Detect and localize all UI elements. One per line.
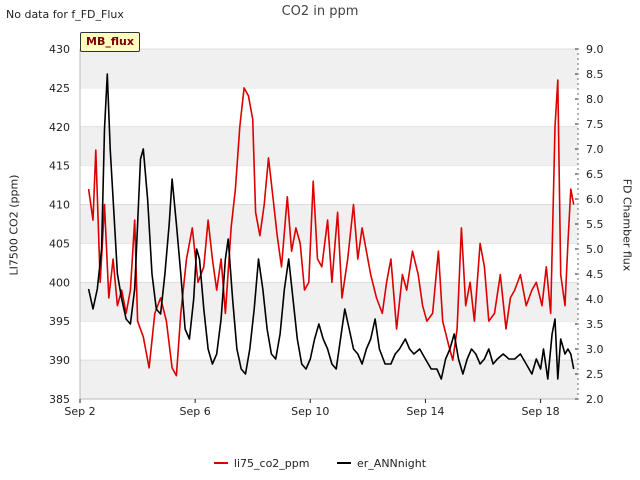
y-tick-label-right: 3.5 <box>586 318 604 331</box>
y-tick-label-right: 4.5 <box>586 268 604 281</box>
grid-band <box>80 49 578 88</box>
legend-label-li75: li75_co2_ppm <box>233 456 310 470</box>
y-tick-label-left: 420 <box>49 121 70 134</box>
y-tick-label-right: 5.5 <box>586 218 604 231</box>
y-tick-label-left: 430 <box>49 43 70 56</box>
y-tick-label-right: 4.0 <box>586 293 604 306</box>
y-tick-label-left: 410 <box>49 199 70 212</box>
y-tick-label-left: 405 <box>49 237 70 250</box>
y-tick-label-right: 5.0 <box>586 243 604 256</box>
y-tick-label-right: 6.0 <box>586 193 604 206</box>
y-tick-label-left: 400 <box>49 276 70 289</box>
y-tick-label-right: 7.5 <box>586 118 604 131</box>
y-tick-label-right: 8.0 <box>586 93 604 106</box>
y-tick-label-right: 9.0 <box>586 43 604 56</box>
legend-swatch-black <box>337 462 351 464</box>
y-tick-label-right: 8.5 <box>586 68 604 81</box>
no-data-notice: No data for f_FD_Flux <box>6 8 124 21</box>
series-line-er-annnight <box>87 73 575 380</box>
x-tick-label: Sep 14 <box>406 405 444 418</box>
y-tick-label-right: 2.0 <box>586 393 604 406</box>
y-tick-label-left: 395 <box>49 315 70 328</box>
legend-label-er-annnight: er_ANNnight <box>357 456 427 470</box>
chart-title: CO2 in ppm <box>281 4 359 19</box>
y-tick-label-left: 390 <box>49 354 70 367</box>
grid-band <box>80 126 578 166</box>
legend-item-li75: li75_co2_ppm <box>213 456 310 470</box>
x-tick-label: Sep 6 <box>180 405 211 418</box>
y-tick-label-right: 3.0 <box>586 343 604 356</box>
y-tick-label-left: 415 <box>49 160 70 173</box>
legend-item-er-annnight: er_ANNnight <box>337 457 426 470</box>
y-tick-label-right: 2.5 <box>586 368 604 381</box>
series-line-li75-co2-ppm <box>87 79 575 377</box>
legend-swatch-red <box>213 462 228 464</box>
y-tick-label-left: 385 <box>49 393 70 406</box>
y-tick-label-left: 425 <box>49 82 70 95</box>
y-tick-label-right: 7.0 <box>586 143 604 156</box>
chart-legend: li75_co2_ppm er_ANNnight <box>0 454 640 470</box>
x-tick-label: Sep 10 <box>291 405 329 418</box>
x-tick-label: Sep 18 <box>521 405 559 418</box>
grid-band <box>80 360 578 399</box>
y-tick-label-right: 6.5 <box>586 168 604 181</box>
x-tick-label: Sep 2 <box>64 405 95 418</box>
mb-flux-badge: MB_flux <box>80 32 140 52</box>
